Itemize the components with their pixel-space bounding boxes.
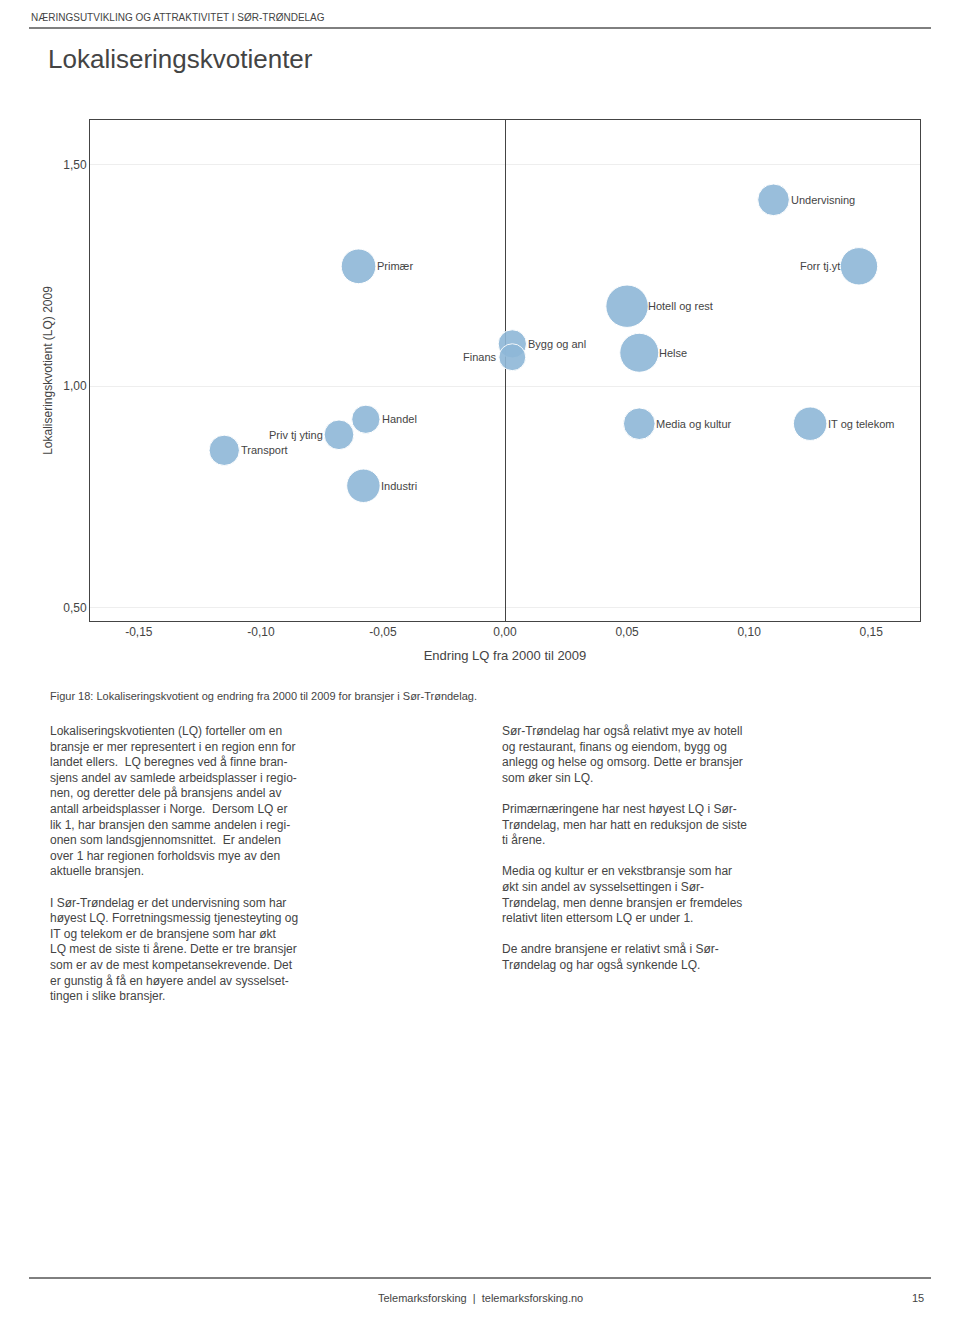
svg-text:0,10: 0,10 bbox=[737, 625, 761, 639]
svg-text:Sør-Trøndelag har også relativ: Sør-Trøndelag har også relativt mye av h… bbox=[502, 724, 747, 972]
svg-text:1,00: 1,00 bbox=[63, 379, 87, 393]
svg-text:Helse: Helse bbox=[659, 347, 687, 359]
svg-text:Primær: Primær bbox=[377, 260, 413, 272]
svg-text:Priv tj yting: Priv tj yting bbox=[269, 429, 323, 441]
svg-text:Industri: Industri bbox=[381, 480, 417, 492]
svg-text:IT og telekom: IT og telekom bbox=[828, 418, 894, 430]
svg-text:0,00: 0,00 bbox=[493, 625, 517, 639]
svg-text:Lokaliseringskvotienten (LQ) f: Lokaliseringskvotienten (LQ) forteller o… bbox=[50, 724, 298, 1003]
svg-text:Lokaliseringskvotienter: Lokaliseringskvotienter bbox=[48, 44, 313, 74]
svg-text:Bygg og anl: Bygg og anl bbox=[528, 338, 586, 350]
svg-text:-0,05: -0,05 bbox=[369, 625, 397, 639]
svg-text:15: 15 bbox=[912, 1292, 924, 1304]
svg-text:-0,15: -0,15 bbox=[125, 625, 153, 639]
svg-text:1,50: 1,50 bbox=[63, 158, 87, 172]
svg-text:Telemarksforsking | telemark: Telemarksforsking | telemarksforsking.no bbox=[378, 1292, 583, 1304]
svg-text:Figur 18: Lokaliseringskvotien: Figur 18: Lokaliseringskvotient og endri… bbox=[50, 690, 477, 702]
svg-text:Undervisning: Undervisning bbox=[791, 194, 855, 206]
svg-text:0,15: 0,15 bbox=[860, 625, 884, 639]
svg-text:Lokaliseringskvotient (LQ) 200: Lokaliseringskvotient (LQ) 2009 bbox=[41, 286, 55, 455]
svg-text:Media og kultur: Media og kultur bbox=[656, 418, 732, 430]
svg-text:Finans: Finans bbox=[463, 351, 497, 363]
svg-text:-0,10: -0,10 bbox=[247, 625, 275, 639]
svg-text:Hotell og rest: Hotell og rest bbox=[648, 300, 713, 312]
svg-text:Handel: Handel bbox=[382, 413, 417, 425]
svg-text:0,05: 0,05 bbox=[615, 625, 639, 639]
svg-text:Forr tj.yt: Forr tj.yt bbox=[800, 260, 840, 272]
svg-text:Transport: Transport bbox=[241, 444, 288, 456]
svg-text:Endring LQ fra 2000 til 2009: Endring LQ fra 2000 til 2009 bbox=[424, 648, 587, 663]
svg-text:0,50: 0,50 bbox=[63, 601, 87, 615]
svg-text:NÆRINGSUTVIKLING OG ATTRAKTIVI: NÆRINGSUTVIKLING OG ATTRAKTIVITET I SØR-… bbox=[31, 12, 325, 23]
